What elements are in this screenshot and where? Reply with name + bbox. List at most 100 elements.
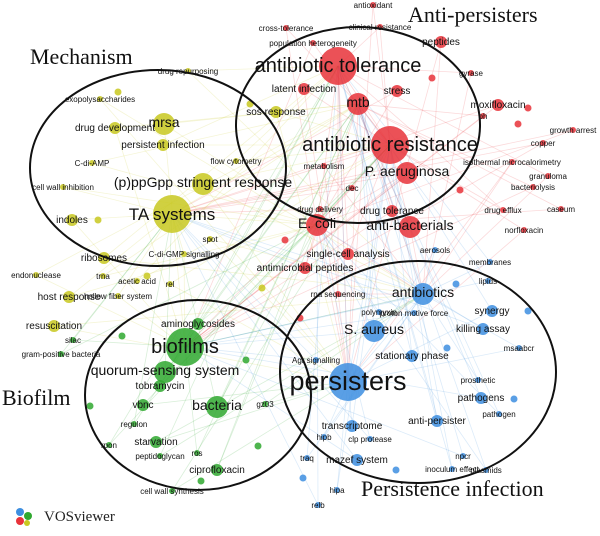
node-label-cell-wall-synthesis: cell wall synthesis — [140, 487, 204, 496]
node-bubble-drug-tolerance — [386, 205, 398, 217]
node-bubble-granuloma — [545, 173, 551, 179]
node-bubble-mrsa — [153, 113, 175, 135]
node-label-drug-tolerance: drug tolerance — [360, 206, 424, 217]
satellite-node-dot — [118, 332, 126, 340]
node-label-relb: relb — [311, 501, 325, 510]
link-npcr — [184, 346, 464, 457]
node-bubble-host-response — [63, 291, 75, 303]
link-aminoglycosides — [197, 103, 359, 325]
link-regulon — [133, 213, 173, 425]
node-label-gyrase: gyrase — [459, 69, 484, 78]
node-label-drug-repurposing: drug repurposing — [158, 67, 218, 76]
link-anti-persister — [389, 144, 438, 422]
node-label-proton-motive-force: proton motive force — [380, 309, 449, 318]
satellite-node-dot — [299, 474, 307, 482]
node-label-sos-response: sos response — [246, 107, 306, 118]
node-label-persistent-infection: persistent infection — [121, 140, 204, 151]
node-bubble-stress — [391, 85, 403, 97]
node-label-tobramycin: tobramycin — [136, 381, 185, 392]
link-killing-assay — [171, 213, 484, 330]
node-bubble-regulon — [131, 421, 137, 427]
link-isothermal-microcalorimetry — [347, 161, 513, 383]
node-bubble-transcriptome — [346, 420, 358, 432]
node-label-stationary-phase: stationary phase — [375, 351, 449, 362]
node-label-pathogen: pathogen — [482, 410, 515, 419]
node-bubble-npcr — [460, 453, 466, 459]
link-drug-development — [114, 127, 186, 348]
node-bubble-latent-infection — [298, 83, 310, 95]
node-label-synergy: synergy — [474, 306, 509, 317]
link-aerosols — [347, 249, 436, 383]
node-label-growth-arrest: growth arrest — [550, 126, 597, 135]
link-ta-systems — [171, 103, 359, 215]
node-label-polymyxin: polymyxin — [361, 308, 397, 317]
satellite-node-dot — [143, 272, 151, 280]
node-bubble-ppgpp-stringent-response — [192, 173, 214, 195]
link-vbnc — [142, 381, 349, 406]
node-label-rna-sequencing: rna sequencing — [311, 290, 366, 299]
node-label-indoles: indoles — [56, 215, 88, 226]
node-label-clp-protease: clp protease — [348, 435, 392, 444]
link-peptidoglycan — [159, 293, 424, 457]
node-bubble-agr-signalling — [313, 357, 319, 363]
link-norfloxacin — [389, 144, 525, 231]
link-isothermal-microcalorimetry — [422, 161, 513, 295]
node-label-gram-positive-bacteria: gram-positive bacteria — [22, 350, 101, 359]
node-bubble-hipb — [321, 434, 327, 440]
link-trna — [102, 103, 359, 277]
node-bubble-resuscitation — [48, 320, 60, 332]
node-label-copper: copper — [531, 139, 556, 148]
node-bubble-ta-systems — [153, 195, 191, 233]
link-hipb — [323, 293, 424, 438]
node-label-mazef-system: mazef system — [326, 455, 388, 466]
link-s-aureus — [357, 103, 375, 332]
node-bubble-relb — [315, 502, 321, 508]
node-label-drug-efflux: drug efflux — [484, 206, 521, 215]
link-peptides — [422, 41, 442, 295]
link-latent-infection — [303, 88, 349, 383]
link-proton-motive-force — [184, 312, 415, 348]
node-label-bacteriolysis: bacteriolysis — [511, 183, 555, 192]
link-population-heterogeneity — [184, 42, 314, 348]
link-bacteria — [216, 224, 318, 408]
node-label-persisters: persisters — [289, 366, 406, 396]
node-label-prosthetic: prosthetic — [461, 376, 496, 385]
link-bacteriolysis — [184, 186, 534, 348]
node-bubble-msaabcr — [516, 345, 522, 351]
node-bubble-vbnc — [137, 399, 149, 411]
node-label-inoculum-effect: inoculum effect — [425, 465, 479, 474]
anti-persisters-cluster-outline — [235, 26, 481, 224]
node-label-antibiotic-tolerance: antibiotic tolerance — [255, 55, 422, 77]
link-indoles — [71, 219, 186, 348]
node-label-plasmids: plasmids — [470, 466, 502, 475]
link-p-aeruginosa — [316, 172, 408, 226]
link-granuloma — [337, 65, 549, 177]
link-inoculum-effect — [389, 144, 453, 470]
link-growth-arrest — [171, 129, 574, 215]
node-bubble-aminoglycosides — [192, 318, 204, 330]
node-bubble-hollow-fiber-system — [115, 293, 121, 299]
link-proton-motive-force — [171, 213, 415, 314]
link-msaabcr — [422, 293, 520, 349]
link-bacteria — [216, 103, 359, 408]
node-label-anti-persister: anti-persister — [408, 416, 466, 427]
node-label-acetic-acid: acetic acid — [118, 277, 156, 286]
node-bubble-biofilms — [166, 328, 204, 366]
persistence-infection-cluster-outline — [279, 260, 557, 484]
link-gyrase — [337, 65, 472, 74]
node-bubble-antioxidant — [370, 2, 376, 8]
node-label-ros: ros — [191, 449, 202, 458]
node-bubble-trna — [100, 273, 106, 279]
link-acetic-acid — [136, 65, 339, 282]
link-cell-wall-synthesis — [171, 144, 391, 492]
link-growth-arrest — [316, 129, 574, 226]
link-host-response — [68, 224, 318, 298]
link-antioxidant — [347, 4, 374, 383]
node-bubble-mazef-system — [351, 454, 363, 466]
satellite-node-dot — [254, 442, 262, 450]
link-mazef-system — [184, 346, 358, 461]
link-antibiotic-resistance — [171, 144, 391, 215]
link-polymyxin — [357, 103, 380, 313]
node-label-hipb: hipb — [316, 433, 332, 442]
node-bubble-stationary-phase — [406, 350, 418, 362]
